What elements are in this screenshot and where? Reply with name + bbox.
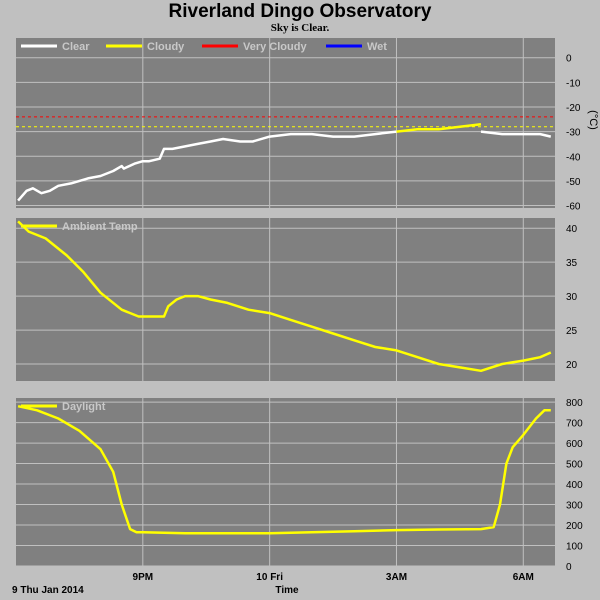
y-tick-label: -10 <box>566 78 581 89</box>
y-tick-label: 25 <box>566 326 578 337</box>
y-tick-label: -50 <box>566 177 581 188</box>
legend-label: Very Cloudy <box>243 41 307 53</box>
y-tick-label: 500 <box>566 460 583 471</box>
y-tick-label: 20 <box>566 360 578 371</box>
date-label: 9 Thu Jan 2014 <box>12 585 84 596</box>
legend-label: Daylight <box>62 401 106 413</box>
y-tick-label: -30 <box>566 128 581 139</box>
y-tick-label: 300 <box>566 501 583 512</box>
legend-label: Wet <box>367 41 387 53</box>
x-tick-label: 6AM <box>513 572 534 583</box>
ambient-panel <box>16 218 555 381</box>
daylight-panel <box>16 398 555 566</box>
y-tick-label: -40 <box>566 152 581 163</box>
legend-label: Ambient Temp <box>62 221 138 233</box>
x-axis-label: Time <box>275 585 299 596</box>
cloud-panel <box>16 38 555 208</box>
y-tick-label: 0 <box>566 562 572 573</box>
chart-subtitle: Sky is Clear. <box>270 22 330 34</box>
y-tick-label: -20 <box>566 103 581 114</box>
y-tick-label: 35 <box>566 258 578 269</box>
x-tick-label: 10 Fri <box>256 572 283 583</box>
series-line <box>17 220 552 373</box>
legend-label: Clear <box>62 41 90 53</box>
series-line <box>480 130 552 138</box>
chart-title: Riverland Dingo Observatory <box>168 1 432 22</box>
series-line <box>17 404 551 535</box>
y-tick-label: 40 <box>566 224 578 235</box>
y-tick-label: 30 <box>566 292 578 303</box>
legend-label: Cloudy <box>147 41 185 53</box>
x-tick-label: 3AM <box>386 572 407 583</box>
y-tick-label: 100 <box>566 542 583 553</box>
x-tick-label: 9PM <box>133 572 154 583</box>
y-tick-label: 600 <box>566 439 583 450</box>
series-line <box>396 122 482 133</box>
y-tick-label: 700 <box>566 419 583 430</box>
y-tick-label: 0 <box>566 54 572 65</box>
y-tick-label: -60 <box>566 202 581 213</box>
series-line <box>17 130 397 202</box>
y-tick-label: 800 <box>566 398 583 409</box>
y-tick-label: 400 <box>566 480 583 491</box>
y-tick-label: 200 <box>566 521 583 532</box>
cloud-unit-label: (°C) <box>587 110 599 130</box>
